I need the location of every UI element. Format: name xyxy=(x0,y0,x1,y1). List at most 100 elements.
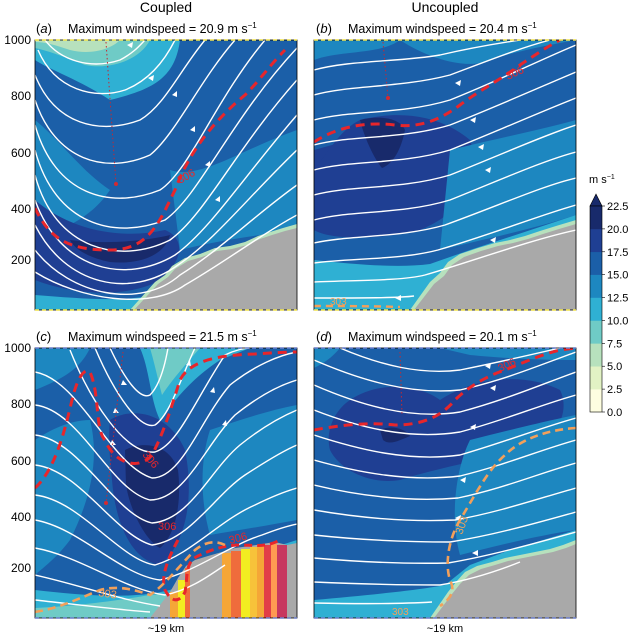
panel-label: d xyxy=(320,329,328,344)
panel-a-streamline xyxy=(35,47,297,229)
colorbar-tick-label: 20.0 xyxy=(607,224,628,236)
ytick-label: 200 xyxy=(11,253,31,267)
panel-a-trajectory-point xyxy=(114,182,118,186)
panel-d-isentrope-303 xyxy=(439,426,576,608)
streamline-arrow xyxy=(490,385,496,391)
panel-c-streamline xyxy=(35,379,297,501)
panel-c-fill-7-top xyxy=(150,348,200,395)
fire-patch xyxy=(178,580,185,618)
streamline-arrow xyxy=(210,387,215,393)
panel-b-fill-12-topleft xyxy=(314,40,400,60)
fire-patch xyxy=(222,553,231,618)
panel-d-fill-12-top xyxy=(440,348,576,360)
colorbar-tick-label: 17.5 xyxy=(607,247,628,259)
colorbar-tick-label: 10.0 xyxy=(607,315,628,327)
panel-d-streamline xyxy=(314,439,576,479)
panel-c-arrows xyxy=(110,360,227,445)
panel-d-distance-label: ~19 km xyxy=(427,623,463,634)
panel-label: b xyxy=(320,21,327,36)
ytick-label: 400 xyxy=(11,202,31,216)
panel-d-isentrope-306 xyxy=(314,348,576,432)
streamline-arrow xyxy=(121,380,127,385)
panel-c-streamline xyxy=(35,547,226,596)
panel-d-streamline xyxy=(314,487,576,522)
fire-patch xyxy=(271,544,277,618)
panel-b-isentrope-306 xyxy=(314,40,561,144)
panel-c-isentrope-306-upper xyxy=(35,350,297,490)
ytick-label: 800 xyxy=(11,397,31,411)
colorbar-tick-label: 5.0 xyxy=(607,361,622,373)
panel-a-streamline xyxy=(35,40,236,164)
panel-b-windspeed: Maximum windspeed = 20.4 m s−1 xyxy=(348,21,537,36)
panel-c-streamline xyxy=(35,599,151,613)
panel-a-fill-20 xyxy=(70,235,170,263)
panel-a-streamline xyxy=(35,149,297,285)
fire-patch xyxy=(231,551,241,618)
panel-d-streamline xyxy=(314,601,433,605)
panel-d-streamline xyxy=(314,417,576,458)
panel-d-streamline xyxy=(314,371,576,415)
panel-a-streamline xyxy=(37,40,176,95)
panel-a: 306 1000 800 600 400 200 (a) Maximum win… xyxy=(4,21,298,311)
streamline-arrow xyxy=(222,420,227,426)
panel-d-streamline xyxy=(314,394,576,436)
panel-b-fill-20 xyxy=(360,117,405,168)
streamline-arrow xyxy=(110,440,116,445)
streamline-arrow xyxy=(190,126,195,132)
colorbar-frame xyxy=(589,205,603,413)
panel-a-streamlines xyxy=(35,40,297,300)
fire-patch xyxy=(257,546,264,618)
fire-patch xyxy=(241,549,250,618)
panel-d-streamline xyxy=(339,348,561,372)
colorbar-ticks: 22.5 20.0 17.5 15.0 12.5 10.0 7.5 5.0 2.5 0.0 xyxy=(602,201,628,419)
panel-b-title: (b) xyxy=(316,21,332,36)
panel-c-fill-12-right xyxy=(202,405,297,535)
streamline-arrow xyxy=(455,80,461,86)
panel-d-trajectory xyxy=(399,351,403,416)
colorbar-swatch xyxy=(590,343,602,367)
streamline-arrow xyxy=(186,360,191,366)
colorbar-swatch xyxy=(590,228,602,253)
panel-c-trajectory xyxy=(105,351,124,504)
panel-b-frame xyxy=(313,39,577,311)
streamline-arrow xyxy=(490,237,496,243)
panel-b-streamline xyxy=(314,295,415,299)
panel-d-streamline xyxy=(314,351,576,392)
panel-c-streamline xyxy=(35,574,161,607)
panel-b-trajectory xyxy=(382,41,389,99)
panel-b-streamline xyxy=(314,177,576,244)
colorbar-swatch xyxy=(590,251,602,275)
panel-b-streamline xyxy=(314,44,576,121)
ytick-label: 1000 xyxy=(4,341,31,355)
ytick-label: 600 xyxy=(11,146,31,160)
panel-a-streamline xyxy=(35,40,266,199)
panel-c-trajectory-point xyxy=(104,501,108,505)
streamline-arrow xyxy=(470,117,476,123)
ytick-label: 800 xyxy=(11,89,31,103)
panel-a-streamline xyxy=(35,79,297,252)
panel-c-streamline xyxy=(35,487,297,566)
panel-d-streamline xyxy=(314,462,576,500)
fire-patch xyxy=(170,592,178,618)
panel-b-fill-17 xyxy=(314,115,474,238)
panel-b-trajectory-point xyxy=(386,96,390,100)
panel-a-fill-5 xyxy=(35,40,120,52)
fire-patch xyxy=(185,568,190,618)
fire-patch xyxy=(277,545,287,618)
colorbar-swatch xyxy=(590,297,602,321)
panel-c: 306 306 306 303 1000 800 600 400 200 (c)… xyxy=(4,329,298,634)
panel-b-streamline xyxy=(314,151,576,221)
panel-d-title: (d) xyxy=(316,329,332,344)
panel-a-isentrope-306 xyxy=(35,48,287,252)
panel-b-streamline xyxy=(314,229,576,283)
streamline-arrow xyxy=(460,477,466,483)
panel-c-fill-12-left xyxy=(35,420,94,575)
streamline-arrow xyxy=(478,144,484,150)
streamline-arrow xyxy=(485,363,491,369)
isentrope-label: 303 xyxy=(454,515,472,536)
panel-c-fire-patches xyxy=(170,544,287,618)
panel-b-streamline xyxy=(314,124,576,196)
panel-d-fill-17 xyxy=(328,379,564,481)
colorbar-swatch xyxy=(590,206,602,230)
ytick-label: 200 xyxy=(11,561,31,575)
